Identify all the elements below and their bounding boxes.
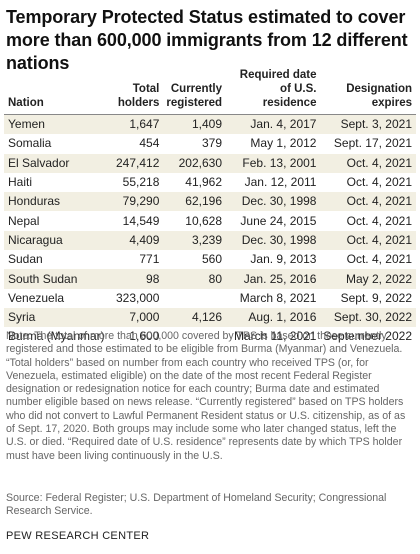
cell-nation: Nicaragua [8, 232, 63, 247]
pew-logo-text: PEW RESEARCH CENTER [6, 530, 150, 542]
tps-table: Nation Total holders Currently registere… [4, 68, 416, 347]
cell-total-holders: 7,000 [129, 310, 160, 325]
table-header: Nation Total holders Currently registere… [4, 68, 416, 115]
cell-nation: Syria [8, 310, 36, 325]
cell-nation: Yemen [8, 117, 45, 132]
cell-required-date: Dec. 30, 1998 [241, 194, 317, 209]
cell-designation-expires: Sept. 30, 2022 [333, 310, 412, 325]
cell-currently-registered: 1,409 [191, 117, 222, 132]
cell-designation-expires: Oct. 4, 2021 [346, 175, 412, 190]
cell-designation-expires: Sept. 9, 2022 [340, 290, 412, 305]
table-row: Nicaragua 4,409 3,239 Dec. 30, 1998 Oct. 4, … [4, 230, 416, 251]
cell-required-date: May 1, 2012 [250, 136, 317, 151]
cell-currently-registered: 62,196 [185, 194, 222, 209]
header-row: Nation Total holders Currently registere… [4, 68, 416, 115]
cell-required-date: June 24, 2015 [240, 213, 317, 228]
cell-designation-expires: Oct. 4, 2021 [346, 232, 412, 247]
cell-nation: Burma (Myanmar) [8, 329, 105, 344]
note-text: Note: The total of more than 600,000 cov… [6, 330, 406, 462]
cell-nation: Honduras [8, 194, 61, 209]
cell-designation-expires: Sept. 3, 2021 [340, 117, 412, 132]
cell-total-holders: 1,600 [129, 329, 160, 344]
header-designation-expires: Designation expires [346, 83, 412, 109]
cell-designation-expires: Oct. 4, 2021 [346, 252, 412, 267]
table-row: Nepal 14,549 10,628 June 24, 2015 Oct. 4, 20… [4, 211, 416, 230]
cell-nation: El Salvador [8, 155, 70, 170]
table-row: Honduras 79,290 62,196 Dec. 30, 1998 Oct. 4,… [4, 192, 416, 212]
cell-nation: Venezuela [8, 290, 65, 305]
cell-total-holders: 4,409 [129, 232, 160, 247]
table-row: El Salvador 247,412 202,630 Feb. 13, 2001 Oc… [4, 153, 416, 173]
chart-title: Temporary Protected Status estimated to … [6, 7, 408, 73]
table-row: Sudan 771 560 Jan. 9, 2013 Oct. 4, 2021 [4, 250, 416, 269]
cell-total-holders: 323,000 [115, 290, 160, 305]
cell-designation-expires: Oct. 4, 2021 [346, 194, 412, 209]
cell-currently-registered: 202,630 [178, 155, 222, 170]
cell-designation-expires: Sept. 17, 2021 [333, 136, 412, 151]
cell-nation: South Sudan [8, 271, 78, 286]
cell-total-holders: 454 [139, 136, 160, 151]
cell-currently-registered: 41,962 [185, 175, 222, 190]
cell-designation-expires: Oct. 4, 2021 [346, 155, 412, 170]
cell-total-holders: 14,549 [122, 213, 160, 228]
table-row: Haiti 55,218 41,962 Jan. 12, 2011 Oct. 4, 20… [4, 173, 416, 192]
source-text: Source: Federal Register; U.S. Departmen… [6, 492, 387, 518]
cell-required-date: Dec. 30, 1998 [241, 232, 317, 247]
cell-nation: Haiti [8, 175, 33, 190]
cell-currently-registered: 80 [208, 271, 222, 286]
cell-required-date: March 8, 2021 [239, 290, 317, 305]
cell-currently-registered [162, 289, 225, 308]
table-row: Somalia 454 379 May 1, 2012 Sept. 17, 2021 [4, 134, 416, 153]
cell-currently-registered: 560 [201, 252, 222, 267]
table-row: Yemen 1,647 1,409 Jan. 4, 2017 Sept. 3, 2021 [4, 114, 416, 135]
cell-designation-expires: May 2, 2022 [345, 271, 412, 286]
cell-total-holders: 1,647 [129, 117, 160, 132]
cell-total-holders: 247,412 [115, 155, 160, 170]
header-required-date: Required date of U.S. residence [239, 69, 317, 109]
cell-nation: Sudan [8, 252, 43, 267]
header-total-holders: Total holders [117, 83, 160, 109]
table-row: South Sudan 98 80 Jan. 25, 2016 May 2, 2022 [4, 269, 416, 289]
cell-required-date: March 11, 2021 [233, 329, 317, 344]
header-nation: Nation [8, 97, 44, 109]
cell-nation: Somalia [8, 136, 52, 151]
cell-currently-registered: 379 [201, 136, 222, 151]
cell-currently-registered: 10,628 [185, 213, 222, 228]
header-currently-registered: Currently registered [166, 83, 222, 109]
cell-total-holders: 55,218 [122, 175, 160, 190]
cell-required-date: Jan. 25, 2016 [243, 271, 317, 286]
cell-total-holders: 79,290 [122, 194, 160, 209]
cell-currently-registered: 4,126 [191, 310, 222, 325]
cell-designation-expires: September 2022 [323, 329, 412, 344]
cell-required-date: Jan. 4, 2017 [250, 117, 317, 132]
table-row: Syria 7,000 4,126 Aug. 1, 2016 Sept. 30, 202… [4, 307, 416, 328]
table-body: Yemen 1,647 1,409 Jan. 4, 2017 Sept. 3, 2021… [4, 114, 416, 347]
cell-total-holders: 98 [146, 271, 160, 286]
cell-required-date: Jan. 12, 2011 [244, 175, 317, 190]
table-row: Burma (Myanmar) 1,600 March 11, 2021 Septem… [4, 327, 416, 346]
cell-nation: Nepal [8, 213, 40, 228]
cell-designation-expires: Oct. 4, 2021 [346, 213, 412, 228]
cell-currently-registered: 3,239 [191, 232, 222, 247]
table-row: Venezuela 323,000 March 8, 2021 Sept. 9, 20… [4, 289, 416, 308]
cell-total-holders: 771 [139, 252, 160, 267]
cell-required-date: Jan. 9, 2013 [250, 252, 317, 267]
cell-required-date: Aug. 1, 2016 [248, 310, 317, 325]
cell-required-date: Feb. 13, 2001 [242, 155, 317, 170]
